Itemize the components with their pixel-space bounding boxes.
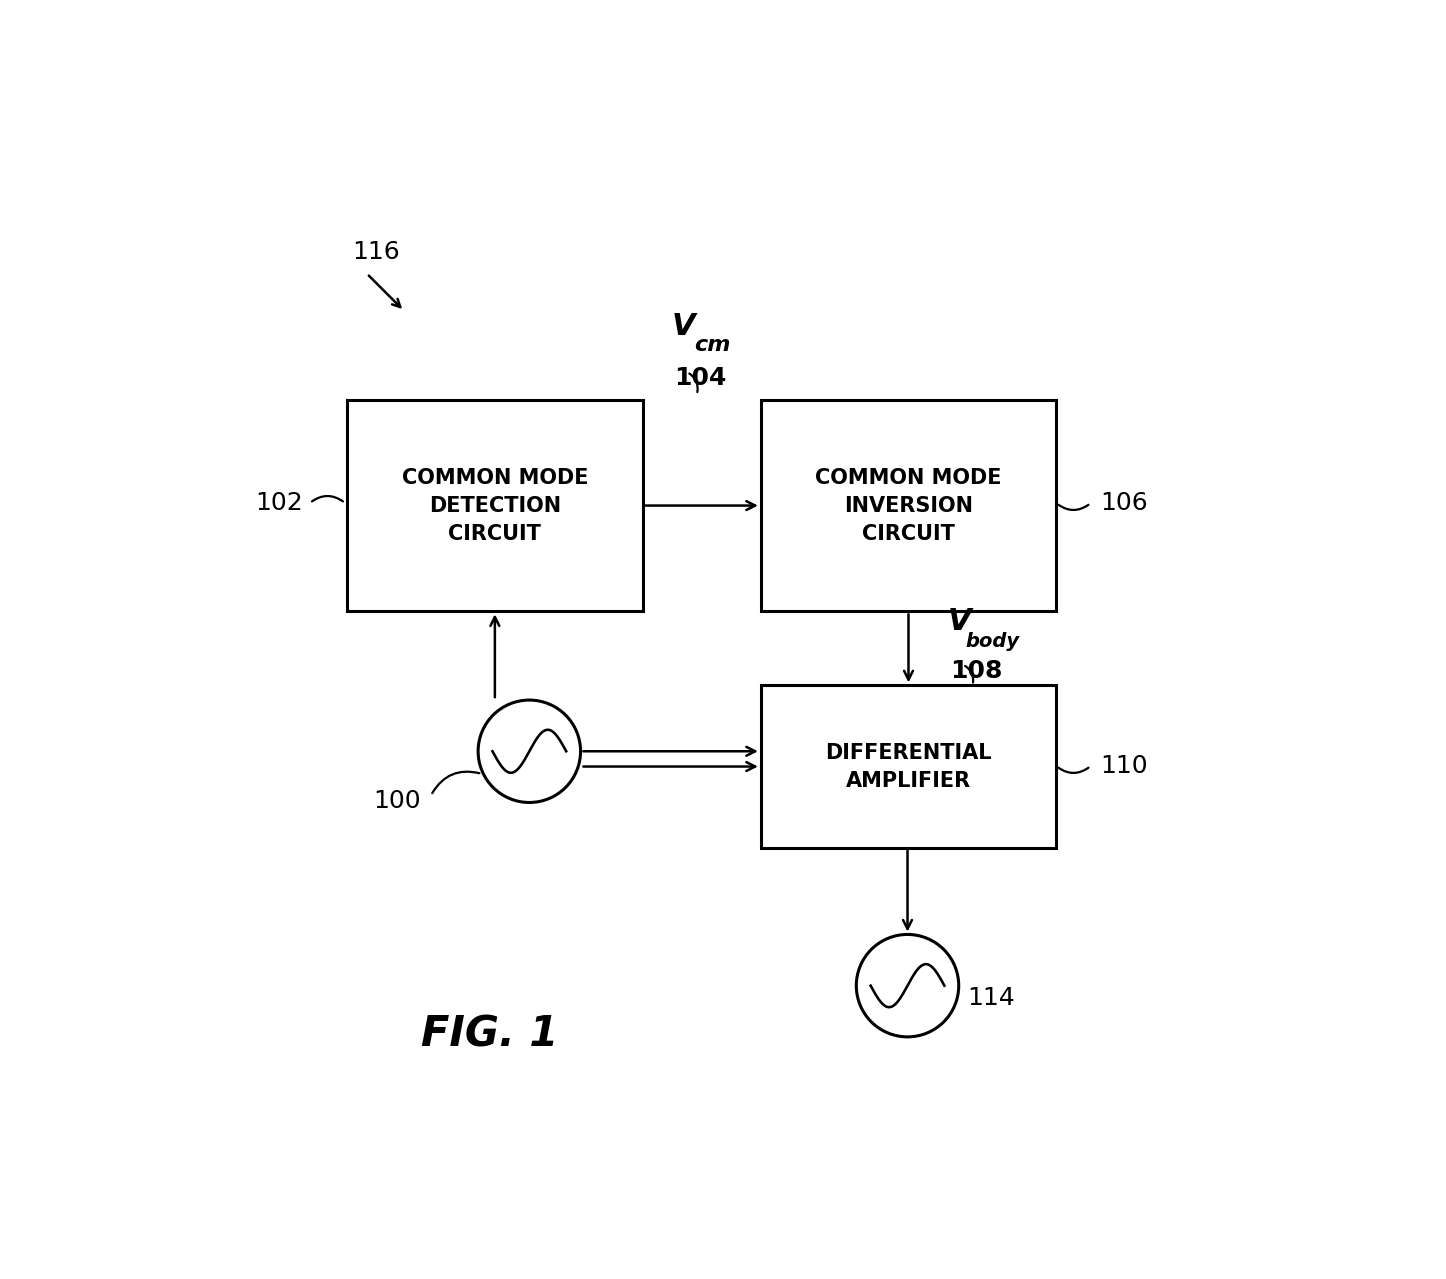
Bar <box>347 400 642 611</box>
Text: body: body <box>966 632 1019 651</box>
Text: 116: 116 <box>351 240 399 263</box>
Text: 108: 108 <box>950 659 1002 683</box>
Text: 102: 102 <box>254 491 302 515</box>
Text: 114: 114 <box>967 986 1015 1010</box>
Text: V: V <box>949 608 972 636</box>
Circle shape <box>856 935 959 1037</box>
Bar <box>761 400 1056 611</box>
Text: FIG. 1: FIG. 1 <box>421 1014 558 1056</box>
Text: 106: 106 <box>1100 491 1148 515</box>
Text: 110: 110 <box>1100 755 1148 778</box>
Text: cm: cm <box>694 335 730 356</box>
Text: DIFFERENTIAL
AMPLIFIER: DIFFERENTIAL AMPLIFIER <box>826 743 992 790</box>
Text: COMMON MODE
DETECTION
CIRCUIT: COMMON MODE DETECTION CIRCUIT <box>402 468 589 544</box>
Text: 100: 100 <box>373 789 421 813</box>
Text: COMMON MODE
INVERSION
CIRCUIT: COMMON MODE INVERSION CIRCUIT <box>816 468 1002 544</box>
Text: V: V <box>672 312 696 340</box>
Text: 104: 104 <box>674 366 726 390</box>
Circle shape <box>479 700 580 802</box>
Bar <box>761 686 1056 848</box>
